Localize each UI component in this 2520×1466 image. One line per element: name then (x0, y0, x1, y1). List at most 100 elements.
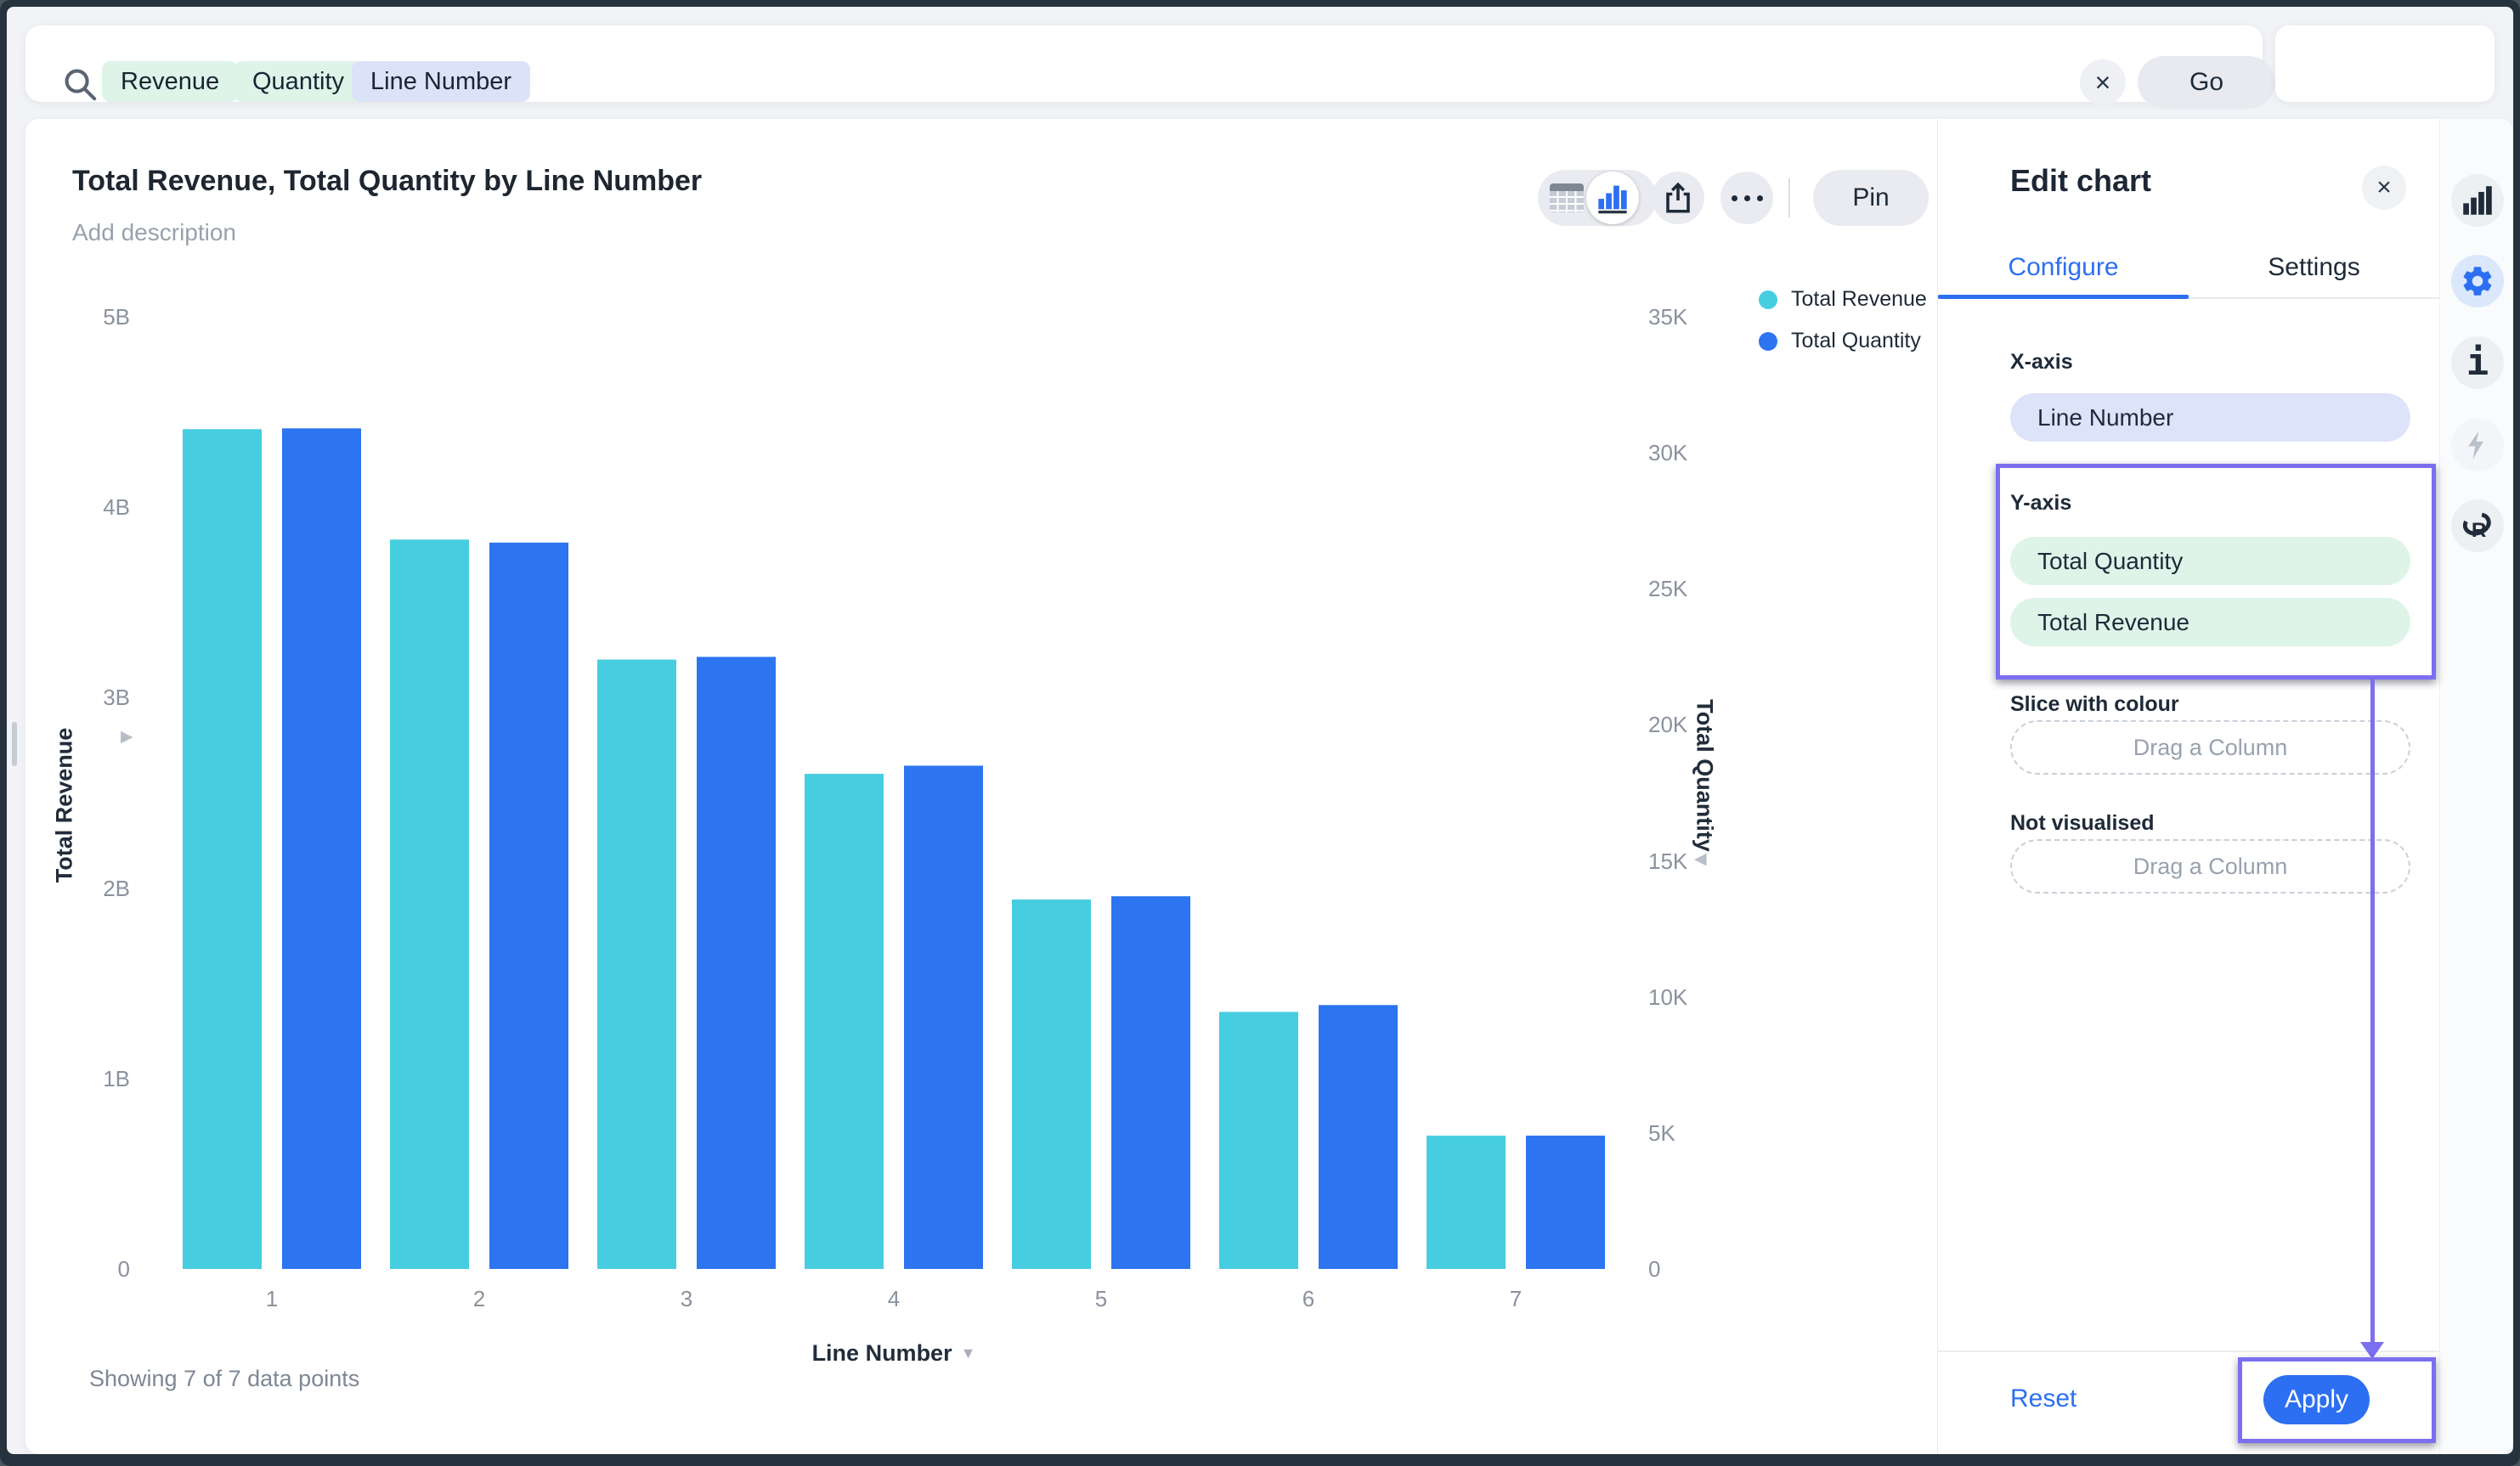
axis-tick-label: 0 (117, 1256, 130, 1282)
legend-item[interactable]: Total Quantity (1759, 329, 1927, 353)
reset-button[interactable]: Reset (2010, 1384, 2077, 1412)
x-axis-title[interactable]: Line Number ▼ (811, 1340, 976, 1366)
gear-icon (2463, 267, 2492, 296)
axis-tick-label: 5 (1094, 1286, 1108, 1311)
left-axis-title[interactable]: Total Revenue (51, 727, 77, 883)
apply-button[interactable]: Apply (2263, 1375, 2370, 1424)
not-visualised-section-label: Not visualised (2010, 811, 2155, 835)
r-logo-icon: R (2462, 512, 2491, 542)
search-bar[interactable]: Revenue Quantity Line Number × Go (25, 25, 2275, 109)
sort-indicator-icon: ▶ (121, 728, 133, 746)
legend-item[interactable]: Total Revenue (1759, 287, 1927, 312)
right-axis-title[interactable]: Total Quantity (1692, 699, 1718, 852)
axis-tick-label: 2B (103, 875, 130, 901)
panel-resize-handle[interactable] (12, 722, 17, 766)
more-options-button[interactable] (1720, 172, 1773, 224)
bar-total-revenue-7[interactable] (1427, 1136, 1506, 1269)
search-icon (65, 69, 97, 101)
panel-footer-divider (1938, 1350, 2440, 1352)
bar-total-quantity-2[interactable] (489, 542, 568, 1269)
r-analysis-button[interactable]: R (2451, 499, 2504, 552)
chart-legend: Total Revenue Total Quantity (1759, 287, 1927, 353)
legend-label: Total Revenue (1791, 287, 1927, 311)
slice-section-label: Slice with colour (2010, 692, 2179, 716)
tab-settings[interactable]: Settings (2268, 253, 2360, 281)
chart-region: Total Revenue, Total Quantity by Line Nu… (25, 119, 1937, 1454)
bar-chart-icon (2463, 186, 2492, 215)
bar-total-revenue-4[interactable] (805, 774, 884, 1269)
close-icon: × (2376, 173, 2392, 201)
bar-total-revenue-2[interactable] (390, 539, 469, 1269)
bar-total-quantity-3[interactable] (697, 657, 776, 1269)
bar-chart-plot (183, 428, 1605, 1269)
axis-tick-label: 0 (1648, 1256, 1661, 1282)
chart-view-button[interactable] (1586, 172, 1639, 224)
axis-tick-label: 15K (1648, 848, 1688, 874)
history-toolbar (2275, 25, 2495, 102)
table-view-button[interactable] (1550, 183, 1584, 212)
spotiq-button[interactable] (2451, 419, 2504, 471)
bar-total-revenue-3[interactable] (597, 659, 676, 1269)
svg-text:R: R (2472, 519, 2487, 542)
visualise-button[interactable] (2451, 174, 2504, 227)
bar-total-quantity-5[interactable] (1111, 896, 1190, 1269)
data-points-status: Showing 7 of 7 data points (89, 1366, 360, 1391)
y-axis-field-pill[interactable]: Total Revenue (2010, 598, 2410, 646)
axis-tick-label: 5K (1648, 1119, 1675, 1146)
y-axis-section-label: Y-axis (2010, 491, 2072, 515)
bar-total-quantity-7[interactable] (1526, 1136, 1605, 1269)
close-panel-button[interactable]: × (2362, 166, 2406, 210)
axis-tick-label: 5B (103, 304, 130, 330)
bar-total-revenue-5[interactable] (1012, 899, 1091, 1269)
x-axis-field-pill[interactable]: Line Number (2010, 393, 2410, 442)
search-token-revenue[interactable]: Revenue (102, 61, 239, 102)
caret-down-icon: ▼ (960, 1345, 976, 1362)
axis-tick-label: 1 (265, 1286, 279, 1311)
panel-tabs: Configure Settings (1938, 246, 2440, 299)
axis-tick-label: 7 (1509, 1286, 1523, 1311)
go-button[interactable]: Go (2138, 56, 2275, 109)
bar-total-revenue-6[interactable] (1219, 1012, 1298, 1269)
share-icon (1666, 182, 1690, 213)
x-axis-section-label: X-axis (2010, 350, 2073, 374)
edit-chart-config-button[interactable] (2451, 255, 2504, 307)
edit-chart-panel: Edit chart × Configure Settings X-axis L… (1937, 119, 2440, 1454)
clear-search-button[interactable]: × (2080, 59, 2126, 105)
info-icon: i (2466, 341, 2489, 384)
axis-tick-label: 2 (472, 1286, 486, 1311)
chart-title: Total Revenue, Total Quantity by Line Nu… (72, 165, 703, 197)
legend-label: Total Quantity (1791, 329, 1921, 352)
details-button[interactable]: i (2451, 336, 2504, 389)
add-description[interactable]: Add description (72, 219, 237, 245)
axis-tick-label: 10K (1648, 984, 1688, 1010)
not-visualised-drop-zone[interactable]: Drag a Column (2010, 839, 2410, 894)
lightning-icon (2468, 431, 2483, 460)
legend-dot-icon (1759, 331, 1777, 351)
bar-total-revenue-1[interactable] (183, 429, 262, 1269)
toolbar-divider (1788, 178, 1790, 217)
bar-total-quantity-4[interactable] (904, 765, 983, 1269)
slice-drop-zone[interactable]: Drag a Column (2010, 720, 2410, 775)
view-toggle (1538, 170, 1657, 226)
panel-title: Edit chart (2010, 163, 2152, 198)
bar-total-quantity-1[interactable] (282, 428, 361, 1269)
axis-tick-label: 35K (1648, 304, 1688, 330)
search-token-line-number[interactable]: Line Number (352, 61, 531, 102)
annotation-arrow-line (2370, 679, 2375, 1345)
right-sidebar: i R (2439, 119, 2513, 1454)
table-icon (1550, 183, 1584, 191)
y-axis-field-pill[interactable]: Total Quantity (2010, 537, 2410, 585)
search-token-quantity[interactable]: Quantity (234, 61, 363, 102)
answer-card: Total Revenue, Total Quantity by Line Nu… (25, 119, 2513, 1454)
axis-tick-label: 4B (103, 494, 130, 521)
sort-indicator-icon: ◀ (1694, 850, 1707, 868)
tab-configure[interactable]: Configure (1938, 246, 2189, 299)
bar-total-quantity-6[interactable] (1319, 1005, 1398, 1269)
share-button[interactable] (1652, 172, 1704, 224)
close-icon: × (2094, 66, 2111, 98)
legend-dot-icon (1759, 290, 1777, 309)
ellipsis-icon (1731, 195, 1763, 201)
bar-chart-icon (1598, 185, 1627, 214)
pin-button[interactable]: Pin (1813, 170, 1929, 226)
